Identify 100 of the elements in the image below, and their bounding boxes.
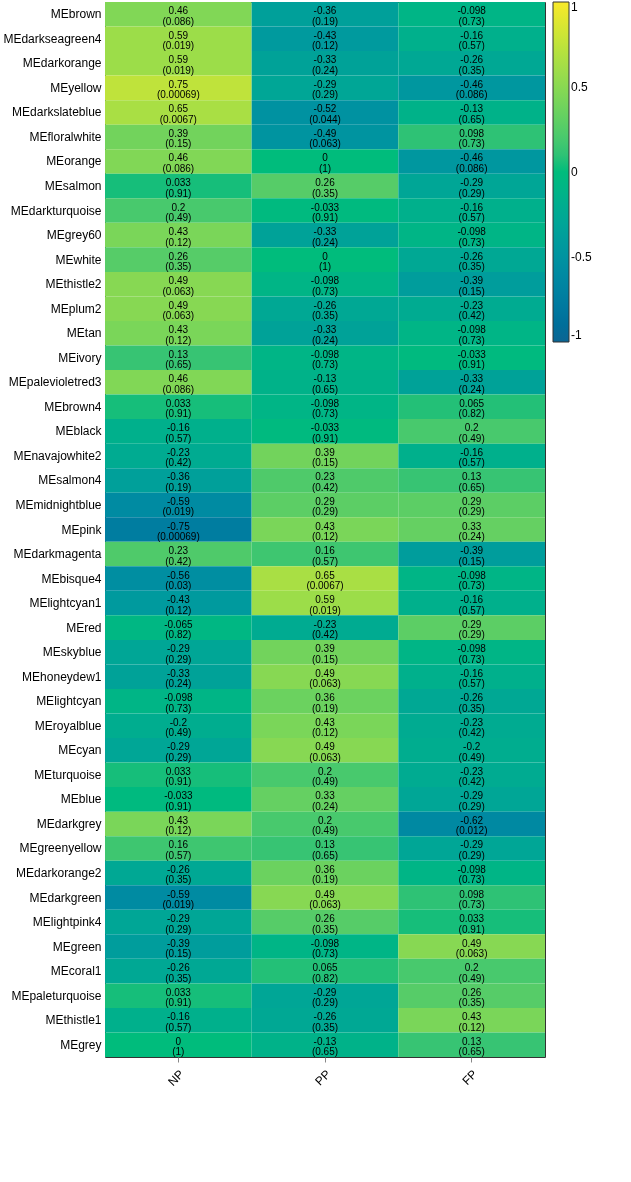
data-label: 0.29 (0.29) (311, 495, 339, 518)
y-tick-label: MEskyblue (42, 645, 102, 660)
y-tick-label: MEtan (66, 326, 102, 341)
data-label: -0.33 (0.24) (458, 373, 485, 395)
y-tick-label: MEbrown4 (44, 399, 102, 414)
data-label: -0.29 (0.29) (165, 913, 192, 935)
x-tick-label: FP (459, 1067, 481, 1088)
data-label: -0.23 (0.42) (165, 446, 192, 469)
data-label: -0.16 (0.57) (458, 29, 485, 52)
data-label: 0.13 (0.65) (165, 348, 192, 371)
y-tick-label: MEturquoise (34, 767, 102, 782)
data-label: 0.75 (0.00069) (156, 78, 200, 101)
data-label: 0 (1) (318, 152, 332, 174)
data-label: 0.46 (0.086) (162, 5, 195, 27)
y-tick-label: MEdarkturquoise (10, 203, 102, 218)
data-label: -0.39 (0.15) (458, 275, 485, 297)
data-label: -0.098 (0.73) (310, 348, 340, 371)
data-label: -0.098 (0.73) (310, 397, 340, 420)
data-label: -0.39 (0.15) (458, 545, 485, 567)
data-label: -0.29 (0.29) (458, 790, 485, 812)
data-label: 0.23 (0.42) (165, 545, 192, 567)
y-tick-label: MEdarkseagreen4 (3, 31, 102, 46)
y-tick-label: MEgrey (60, 1037, 102, 1052)
y-tick-label: MEcyan (58, 743, 102, 758)
color-bar-label: 0.5 (571, 80, 589, 94)
data-label: -0.46 (0.086) (455, 78, 488, 101)
data-label: -0.16 (0.57) (165, 422, 192, 444)
data-label: -0.065 (0.82) (164, 618, 193, 641)
data-label: 0.098 (0.73) (458, 127, 485, 150)
y-tick-label: MEroyalblue (34, 718, 102, 733)
data-label: 0.16 (0.57) (165, 839, 192, 861)
data-label: 0.26 (0.35) (311, 913, 339, 935)
data-label: 0.098 (0.73) (458, 888, 485, 911)
y-tick-label: MEfloralwhite (29, 129, 102, 144)
x-tick-label: PP (312, 1067, 334, 1089)
y-tick-label: MEblue (60, 792, 102, 807)
y-tick-label: MEmidnightblue (15, 497, 102, 512)
y-tick-label: MEgreenyellow (19, 841, 102, 856)
data-label: -0.23 (0.42) (458, 716, 485, 739)
y-tick-label: MEgrey60 (46, 228, 102, 243)
data-label: 0.2 (0.49) (311, 814, 339, 837)
data-label: -0.26 (0.35) (165, 962, 192, 984)
data-label: 0.49 (0.063) (162, 275, 195, 297)
data-label: -0.36 (0.19) (311, 5, 339, 27)
data-label: 0.29 (0.29) (458, 618, 485, 641)
data-label: -0.26 (0.35) (458, 250, 485, 273)
data-label: -0.098 (0.73) (310, 937, 340, 960)
data-label: 0.59 (0.019) (162, 29, 195, 52)
data-label: -0.29 (0.29) (165, 643, 192, 665)
data-label: -0.46 (0.086) (455, 152, 488, 174)
data-label: -0.43 (0.12) (165, 594, 192, 616)
data-label: 0.16 (0.57) (311, 545, 339, 567)
data-label: -0.29 (0.29) (311, 986, 339, 1009)
data-label: -0.13 (0.65) (311, 373, 339, 395)
data-label: 0.43 (0.12) (165, 324, 192, 346)
data-label: 0.13 (0.65) (458, 1035, 485, 1058)
y-tick-label: MEivory (58, 350, 102, 365)
data-label: 0.39 (0.15) (311, 446, 339, 469)
data-label: 0.39 (0.15) (311, 643, 339, 665)
y-tick-label: MEwhite (55, 252, 102, 267)
data-label: -0.23 (0.42) (458, 765, 485, 788)
data-label: 0.29 (0.29) (458, 495, 485, 518)
data-label: -0.36 (0.19) (165, 471, 192, 493)
data-label: -0.62 (0.012) (455, 814, 488, 837)
data-label: -0.26 (0.35) (165, 863, 192, 886)
data-label: 0.26 (0.35) (458, 986, 485, 1009)
data-label: -0.75 (0.00069) (156, 520, 200, 542)
color-bar-label: 1 (571, 0, 578, 14)
y-tick-label: MEhoneydew1 (22, 669, 102, 684)
data-label: 0.49 (0.063) (309, 888, 341, 911)
y-tick-label: MEdarkgreen (29, 890, 102, 905)
data-label: 0.065 (0.82) (458, 397, 485, 420)
data-label: -0.33 (0.24) (165, 667, 192, 690)
data-label: 0.033 (0.91) (165, 397, 192, 420)
data-label: -0.23 (0.42) (458, 299, 485, 322)
data-label: 0.65 (0.0067) (159, 103, 197, 125)
y-tick-label: MEdarkmagenta (13, 547, 102, 562)
data-label: -0.2 (0.49) (458, 741, 485, 763)
data-label: 0.26 (0.35) (311, 177, 339, 199)
data-label: 0 (1) (318, 250, 332, 273)
data-label: 0.33 (0.24) (458, 520, 485, 542)
y-tick-label: MEbisque4 (41, 571, 102, 586)
y-tick-label: MEgreen (52, 939, 102, 954)
data-label: -0.098 (0.73) (164, 692, 193, 714)
data-label: -0.16 (0.57) (458, 201, 485, 224)
y-tick-label: MEorange (46, 154, 102, 169)
y-tick-label: MElightpink4 (32, 915, 102, 930)
data-label: 0.49 (0.063) (455, 937, 488, 960)
data-label: -0.033 (0.91) (310, 422, 340, 444)
data-label: -0.098 (0.73) (457, 324, 487, 346)
data-label: -0.098 (0.73) (457, 863, 487, 886)
y-tick-label: MEsalmon4 (38, 473, 102, 488)
color-bar-label: -1 (571, 328, 582, 342)
data-label: -0.26 (0.35) (311, 1011, 339, 1033)
data-label: -0.43 (0.12) (311, 29, 339, 52)
color-bar-label: -0.5 (571, 250, 592, 264)
data-label: -0.098 (0.73) (310, 275, 340, 297)
y-tick-label: MEthistle2 (45, 277, 102, 292)
data-label: -0.59 (0.019) (162, 888, 195, 911)
data-label: -0.33 (0.24) (311, 226, 339, 248)
